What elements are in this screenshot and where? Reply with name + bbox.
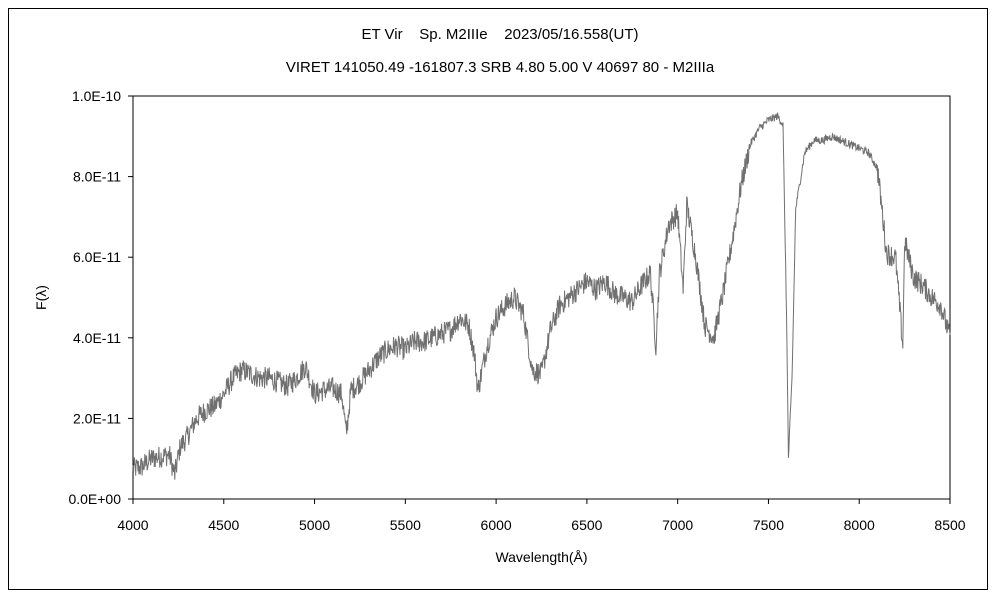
chart-title: ET Vir Sp. M2IIIe 2023/05/16.558(UT)	[361, 26, 639, 43]
x-tick-label: 4500	[208, 517, 239, 533]
x-tick-label: 7500	[753, 517, 784, 533]
x-tick-label: 5000	[299, 517, 330, 533]
x-tick-label: 5500	[390, 517, 421, 533]
x-tick-label: 8500	[934, 517, 965, 533]
y-tick-label: 6.0E-11	[73, 249, 121, 265]
x-tick-label: 6500	[571, 517, 602, 533]
spectrum-line	[132, 112, 951, 480]
y-tick-label: 1.0E-10	[72, 88, 121, 104]
x-tick-label: 4000	[117, 517, 148, 533]
plot-area	[132, 95, 951, 500]
y-tick-label: 2.0E-11	[73, 410, 121, 426]
x-axis-label: Wavelength(Å)	[495, 549, 587, 565]
y-tick-label: 4.0E-11	[73, 330, 121, 346]
chart-subtitle: VIRET 141050.49 -161807.3 SRB 4.80 5.00 …	[285, 59, 715, 76]
chart-frame	[8, 8, 988, 590]
y-tick-label: 0.0E+00	[68, 491, 121, 507]
x-tick-label: 8000	[844, 517, 875, 533]
y-axis-label: F(λ)	[33, 285, 49, 310]
y-tick-label: 8.0E-11	[73, 169, 121, 185]
x-tick-label: 6000	[481, 517, 512, 533]
x-tick-label: 7000	[662, 517, 693, 533]
